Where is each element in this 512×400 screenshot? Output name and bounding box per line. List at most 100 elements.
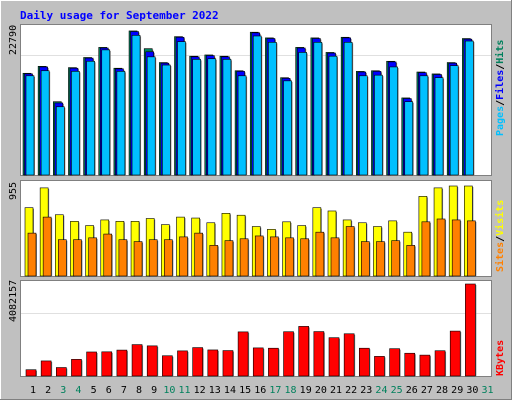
legend-hits: Hits	[494, 40, 506, 64]
bar-pages-day-13	[207, 58, 217, 176]
bar-sites-day-3	[57, 239, 67, 277]
bar-pages-day-17	[268, 42, 277, 176]
legend-kbytes: KBytes	[495, 340, 506, 376]
x-label-day-31: 31	[481, 385, 493, 396]
bar-pages-day-3	[55, 106, 65, 176]
bar-sites-day-17	[270, 236, 279, 277]
bar-sites-day-22	[345, 226, 355, 277]
x-axis-day-labels: 1 2 3 4 5 6 7 8 9 10 11 12 13 14 15 16 17 18 19 20 21 22 23 24 2…	[30, 385, 494, 396]
bar-sites-day-11	[179, 236, 188, 277]
bar-pages-day-18	[283, 80, 292, 176]
bar-sites-day-15	[239, 238, 249, 277]
x-label-day-24: 24	[375, 385, 387, 396]
legend-files: Files	[494, 70, 506, 100]
legend-mid-text: Sites/Visits	[494, 200, 506, 272]
legend-top-text: Pages/Files/Hits	[494, 40, 506, 136]
bar-pages-day-29	[449, 65, 459, 176]
x-label-day-28: 28	[436, 385, 448, 396]
bar-pages-day-1	[25, 75, 35, 176]
bar-kbytes-day-12	[192, 347, 203, 377]
bar-pages-day-11	[177, 41, 186, 176]
x-label-day-18: 18	[285, 385, 297, 396]
bar-kbytes-day-28	[434, 350, 446, 377]
x-label-day-21: 21	[330, 385, 342, 396]
bar-kbytes-day-19	[298, 326, 310, 377]
bar-sites-day-10	[164, 239, 173, 277]
bar-kbytes-day-30	[465, 283, 476, 377]
legend-pages: Pages	[495, 106, 506, 136]
x-label-day-3: 3	[60, 385, 66, 396]
x-label-day-14: 14	[224, 385, 236, 396]
bar-sites-day-29	[451, 219, 461, 277]
bar-kbytes-day-8	[131, 344, 143, 377]
bar-sites-day-4	[73, 239, 82, 277]
bar-kbytes-day-13	[207, 349, 219, 377]
bar-pages-day-30	[465, 40, 474, 176]
bar-pages-day-26	[404, 101, 414, 176]
bar-sites-day-21	[330, 237, 340, 277]
bar-kbytes-day-20	[313, 331, 325, 377]
bars-hits-files-pages	[22, 30, 475, 177]
x-label-day-5: 5	[91, 385, 97, 396]
bar-kbytes-day-2	[40, 360, 52, 377]
x-label-day-20: 20	[315, 385, 327, 396]
x-label-day-2: 2	[45, 385, 51, 396]
x-label-day-29: 29	[451, 385, 463, 396]
bar-sites-day-30	[467, 220, 476, 277]
bar-kbytes-day-14	[222, 350, 234, 377]
bar-pages-day-28	[434, 77, 444, 176]
bar-pages-day-22	[343, 42, 353, 176]
bar-sites-day-7	[118, 239, 128, 277]
x-label-day-15: 15	[239, 385, 251, 396]
bar-sites-day-12	[194, 232, 203, 277]
bar-sites-day-6	[103, 233, 113, 277]
bar-pages-day-9	[146, 56, 156, 176]
x-label-day-1: 1	[30, 385, 36, 396]
bar-sites-day-25	[391, 240, 400, 277]
bar-sites-day-8	[133, 241, 143, 277]
bar-pages-day-4	[71, 71, 80, 176]
x-label-day-25: 25	[391, 385, 403, 396]
x-label-day-9: 9	[151, 385, 157, 396]
bar-kbytes-day-5	[86, 351, 97, 377]
bar-kbytes-day-24	[374, 356, 385, 377]
legend-bot-text: KBytes	[495, 340, 506, 376]
bar-pages-day-21	[328, 55, 338, 176]
bar-kbytes-day-23	[358, 347, 370, 377]
bar-pages-day-15	[237, 75, 247, 176]
bar-pages-day-20	[313, 42, 323, 176]
bars-visits-sites	[24, 185, 477, 277]
bar-kbytes-day-10	[162, 355, 173, 377]
bar-kbytes-day-26	[404, 352, 416, 377]
bar-sites-day-16	[254, 235, 264, 277]
bar-kbytes-day-29	[449, 330, 461, 377]
bar-kbytes-day-7	[116, 349, 128, 377]
y-max-label-top: 22790	[8, 25, 19, 55]
bar-kbytes-day-15	[237, 331, 249, 377]
bar-kbytes-day-27	[419, 354, 431, 377]
bar-sites-day-1	[27, 232, 37, 277]
bar-kbytes-day-22	[343, 333, 355, 377]
bar-kbytes-day-25	[389, 348, 400, 377]
bar-sites-day-26	[406, 245, 416, 277]
bar-kbytes-day-18	[283, 331, 294, 377]
x-label-day-26: 26	[406, 385, 418, 396]
bar-pages-day-25	[389, 66, 398, 176]
legend-sites-visits: Sites/Visits	[494, 200, 506, 272]
legend-kbytes: KBytes	[495, 340, 506, 376]
bar-kbytes-day-4	[71, 359, 82, 377]
bar-sites-day-5	[88, 237, 97, 277]
bar-pages-day-6	[101, 49, 111, 176]
x-label-day-30: 30	[466, 385, 478, 396]
x-label-day-17: 17	[269, 385, 281, 396]
x-label-day-11: 11	[178, 385, 190, 396]
x-label-day-6: 6	[106, 385, 112, 396]
bar-sites-day-28	[436, 218, 446, 277]
bar-sites-day-14	[224, 240, 234, 277]
bar-kbytes-day-17	[268, 347, 279, 377]
bar-sites-day-2	[42, 216, 52, 277]
x-label-day-23: 23	[360, 385, 372, 396]
bar-pages-day-10	[162, 64, 171, 176]
bar-pages-day-2	[40, 70, 50, 176]
bar-pages-day-8	[131, 35, 141, 176]
